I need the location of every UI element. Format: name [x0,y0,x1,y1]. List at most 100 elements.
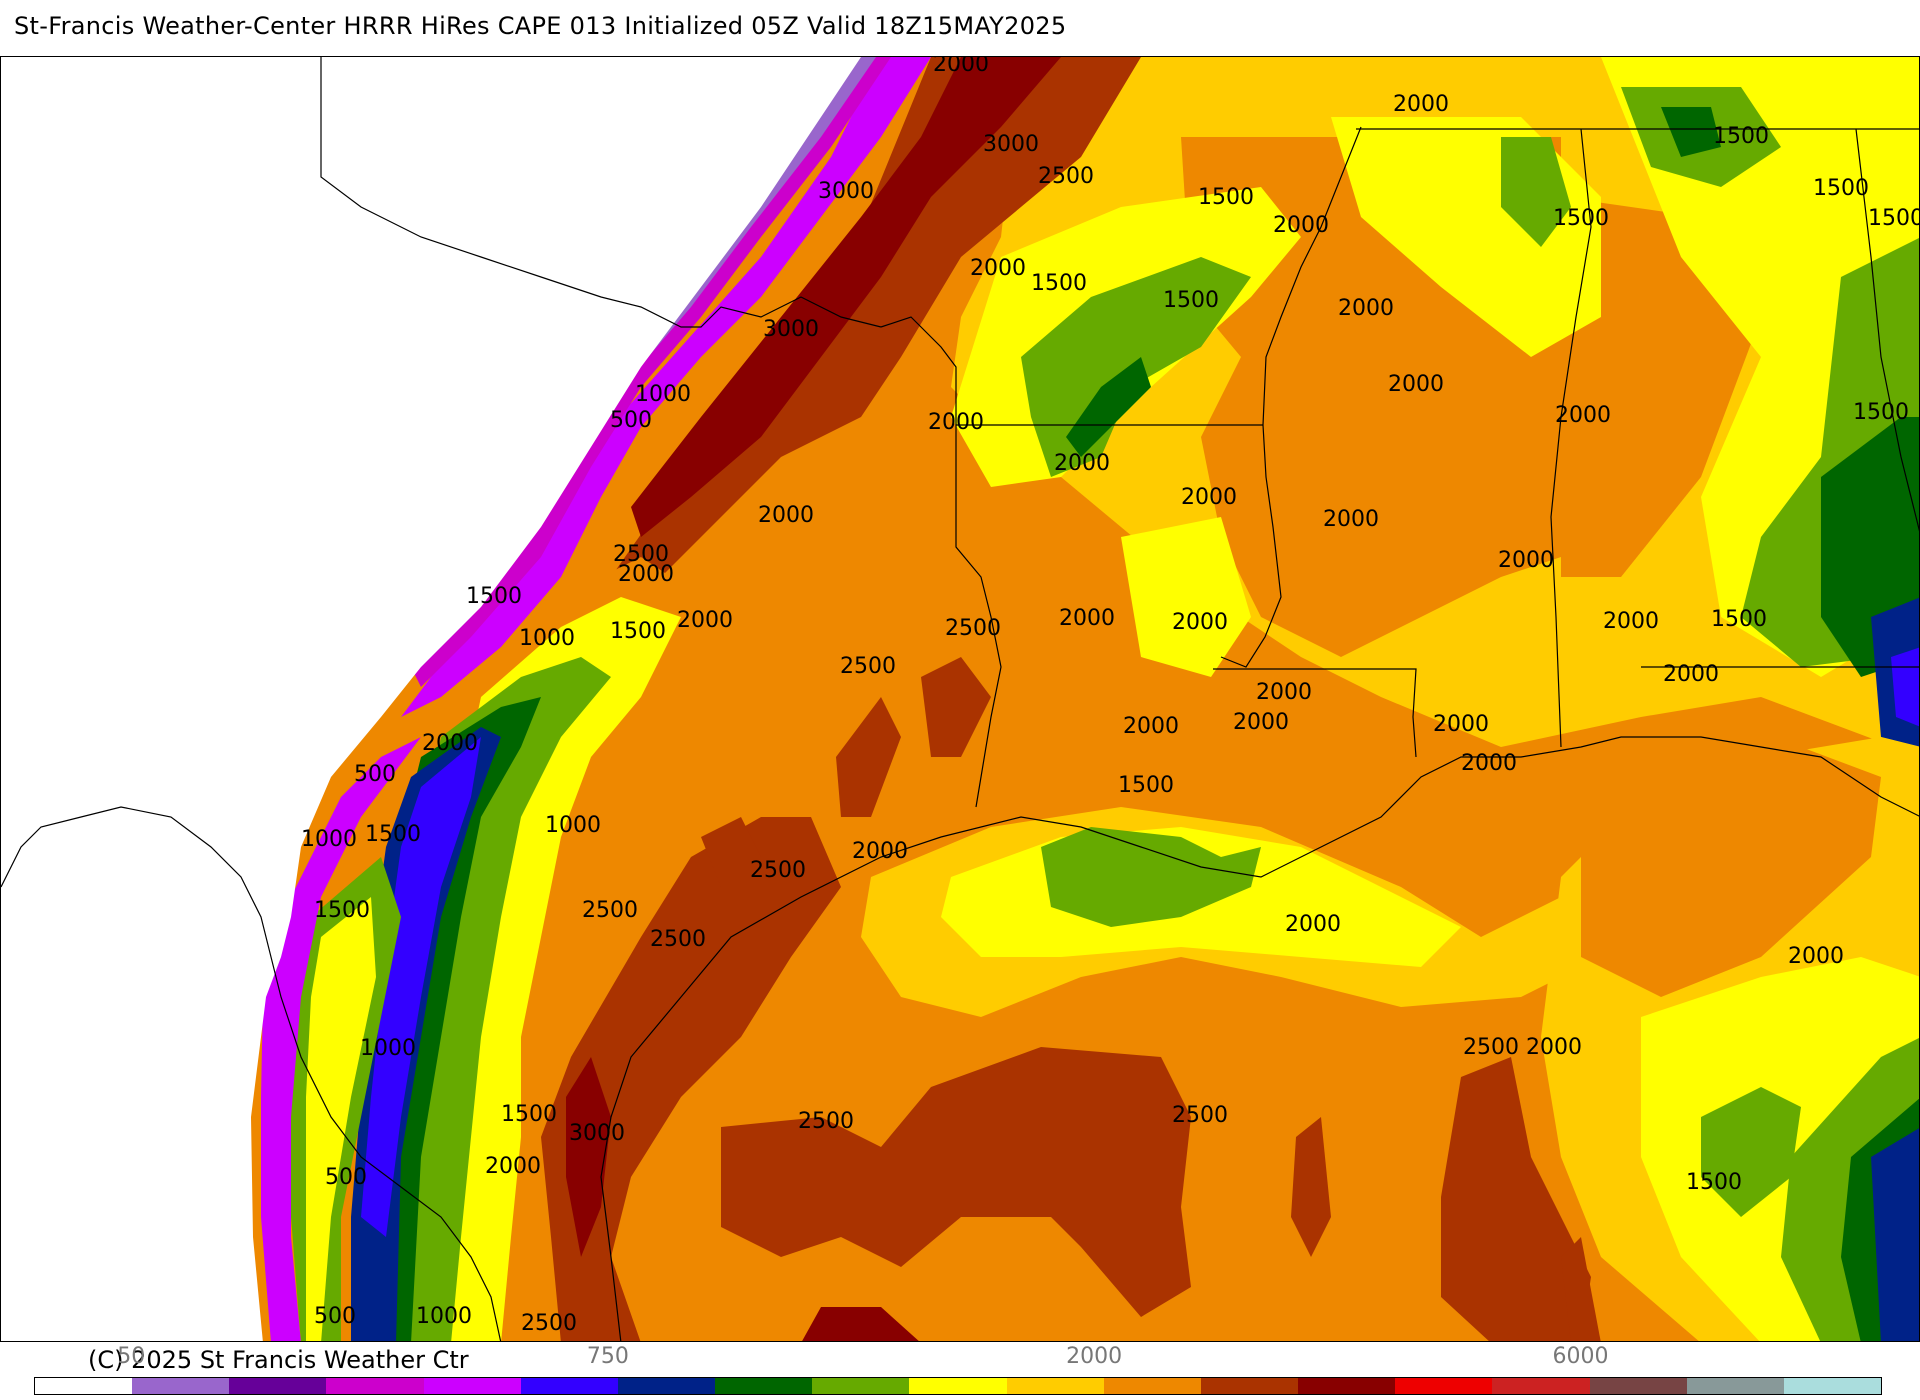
contour-label: 1500 [1711,607,1767,632]
gulf-green-region [1041,827,1261,927]
arkansas-line [1220,424,1282,668]
west-blue-band [361,737,481,1237]
west-coastal-yellow [306,897,376,1341]
contour-label: 2500 [650,927,706,952]
mexico-us-border [320,57,882,328]
colorbar-swatch [1395,1378,1493,1394]
contour-label: 2000 [970,256,1026,281]
central-darkorange-streak-1 [836,697,901,817]
colorbar-swatch [326,1378,424,1394]
contour-label: 2000 [1393,92,1449,117]
contour-label: 500 [354,762,396,787]
contour-label: 2500 [1172,1103,1228,1128]
contour-label: 1500 [1553,206,1609,231]
colorbar-swatch [423,1378,521,1394]
contour-label: 2000 [618,562,674,587]
colorbar-tick-label: 750 [586,1344,629,1369]
colorbar-swatch [617,1378,716,1394]
contour-label: 2000 [1461,751,1517,776]
colorbar-swatch [1103,1378,1201,1394]
texas-darkorange-region [541,817,841,1341]
contour-label: 2000 [1181,485,1237,510]
colorbar-tick-label: 2000 [1066,1344,1123,1369]
colorbar-swatch [1686,1378,1784,1394]
contour-label: 2000 [677,608,733,633]
contour-label: 2000 [1555,403,1611,428]
contour-label: 1500 [1868,206,1920,231]
contour-label: 2000 [1123,714,1179,739]
contour-label: 3000 [818,179,874,204]
contour-labels: 2000 3000 2500 3000 2000 1500 1500 1500 1500 2000… [301,57,1920,1336]
contour-label: 1500 [501,1102,557,1127]
cape-map: 2000 3000 2500 3000 2000 1500 1500 1500 1500 2000… [0,56,1920,1342]
contour-label: 2000 [1054,451,1110,476]
colorbar-swatch [1200,1378,1299,1394]
contour-label: 2500 [945,616,1001,641]
contour-label: 1500 [1813,176,1869,201]
contour-label: 2000 [1256,680,1312,705]
colorbar-swatch [909,1378,1007,1394]
contour-label: 2000 [758,503,814,528]
contour-label: 1500 [1118,773,1174,798]
contour-label: 1000 [545,813,601,838]
north-darkgreen-patch-2 [1661,107,1721,157]
colorbar-swatch [1298,1378,1396,1394]
mississippi-river-line [1262,126,1362,426]
colorbar-swatch [229,1378,327,1394]
contour-label: 2000 [852,839,908,864]
contour-label: 1000 [360,1036,416,1061]
colorbar-swatch [1783,1378,1881,1394]
north-yellow-streak-4 [1121,517,1251,677]
contour-label: 1500 [1163,288,1219,313]
colorbar-tick-label: 50 [117,1344,146,1369]
contour-label: 1000 [301,827,357,852]
contour-label: 2000 [1603,609,1659,634]
arkansas-louisiana-line [1213,668,1417,758]
contour-label: 2500 [521,1311,577,1336]
gulf-darkorange-blob-2 [1441,1057,1591,1341]
contour-label: 1500 [314,898,370,923]
colorbar-swatch [812,1378,910,1394]
contour-label: 2500 [1038,164,1094,189]
gulf-darkorange-blob-4 [1561,1237,1601,1341]
nw-darkorange-band [611,57,1141,597]
contour-label: 2000 [1323,507,1379,532]
contour-label: 1500 [1853,400,1909,425]
contour-label: 500 [325,1165,367,1190]
copyright-text: (C) 2025 St Francis Weather Ctr [88,1346,469,1374]
contour-label: 2000 [1233,710,1289,735]
central-darkorange-streak-2 [921,657,991,757]
colorbar-swatch [35,1378,133,1394]
contour-label: 2000 [928,410,984,435]
cape-map-canvas: 2000 3000 2500 3000 2000 1500 1500 1500 1500 2000… [1,57,1920,1341]
contour-label: 2000 [1388,372,1444,397]
contour-label: 2000 [1663,662,1719,687]
contour-label: 2000 [1273,213,1329,238]
contour-label: 1500 [1198,185,1254,210]
contour-label: 2000 [1498,548,1554,573]
contour-label: 2500 [1463,1035,1519,1060]
mexico-state-line [1,806,502,1341]
contour-label: 2500 [613,542,669,567]
contour-label: 2000 [1338,296,1394,321]
contour-label: 1500 [466,584,522,609]
colorbar-swatch [1589,1378,1687,1394]
texas-oklahoma-line [880,316,957,417]
contour-label: 500 [314,1304,356,1329]
contour-label: 2500 [798,1109,854,1134]
boundary-lines [1,57,1919,1341]
se-orange-region [1581,747,1881,997]
tennessee-line [1550,128,1592,748]
gulf-coast-line [600,736,1919,1341]
nw-maroon-band [631,57,1061,537]
gulf-darkorange-blob-3 [1291,1117,1331,1257]
gulf-maroon-blob [802,1307,919,1341]
north-green-patch-2 [1501,137,1571,247]
contour-label: 3000 [983,132,1039,157]
central-darkorange-streak-3 [701,817,761,887]
colorbar-swatch [520,1378,618,1394]
contour-label: 2000 [1526,1035,1582,1060]
alabama-line [1855,128,1919,532]
contour-label: 3000 [569,1121,625,1146]
contour-label: 2000 [933,57,989,77]
